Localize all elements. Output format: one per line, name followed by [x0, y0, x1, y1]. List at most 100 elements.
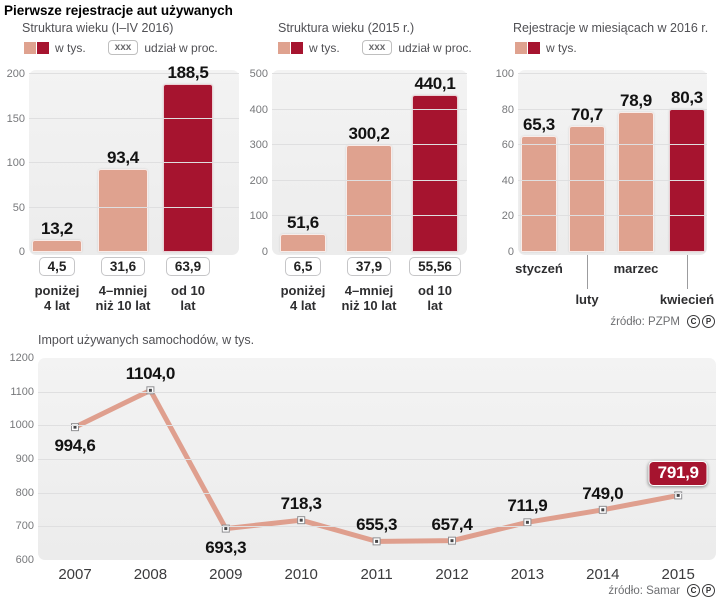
bar-value-label: 13,2	[41, 219, 73, 239]
y-tick-label: 100	[249, 210, 268, 223]
y-tick-label: 50	[12, 201, 25, 214]
bar	[412, 95, 458, 252]
x-tick-label: 2011	[360, 566, 393, 583]
point-label: 711,9	[507, 496, 548, 516]
x-tick-label: 2009	[209, 566, 243, 583]
bar-value-label: 78,9	[620, 90, 652, 110]
category-label: 4–mniej niż 10 lat	[95, 283, 151, 313]
gridline	[272, 108, 467, 110]
bar	[32, 240, 82, 252]
point-marker-dot	[450, 539, 454, 543]
point-label: 749,0	[582, 483, 624, 503]
y-tick-label: 600	[15, 554, 34, 566]
gridline	[518, 144, 707, 146]
x-tick-label: 2013	[510, 566, 545, 583]
gridline	[38, 391, 716, 393]
legend-swatch-red	[37, 41, 49, 54]
category-label: od 10 lat	[171, 283, 205, 313]
gridline	[518, 179, 707, 181]
bar-value-label: 93,4	[107, 147, 139, 167]
gridline	[272, 179, 467, 181]
bar	[569, 126, 605, 252]
point-marker-dot	[676, 493, 680, 497]
share-box: 63,9	[143, 257, 233, 276]
point-marker-dot	[224, 527, 228, 531]
legend-unit-label: w tys.	[55, 40, 86, 55]
chart1-title: Struktura wieku (I–IV 2016)	[22, 21, 174, 35]
point-label: 657,4	[431, 514, 473, 534]
page-title: Pierwsze rejestracje aut używanych	[4, 3, 233, 18]
point-marker-dot	[73, 425, 77, 429]
legend-xxx-box: xxx	[361, 40, 393, 55]
chart2-title: Struktura wieku (2015 r.)	[278, 21, 415, 35]
y-tick-label: 0	[261, 246, 268, 258]
chart1-legend: w tys. xxx udział w proc.	[24, 40, 218, 55]
x-tick-label: 2007	[58, 566, 92, 583]
share-box: 37,9	[324, 257, 414, 276]
legend-swatch-pink	[278, 41, 290, 54]
gridline	[29, 162, 239, 163]
category-label: poniżej 4 lat	[280, 283, 326, 313]
y-tick-label: 20	[501, 210, 514, 223]
y-tick-label: 100	[6, 157, 25, 169]
chart2-legend: w tys. xxx udział w proc.	[278, 40, 472, 55]
month-label: styczeń	[515, 261, 563, 276]
y-tick-label: 100	[495, 68, 514, 80]
bar-value-label: 51,6	[287, 212, 319, 232]
label-connector	[687, 255, 688, 289]
point-marker-dot	[601, 508, 605, 512]
category-label: poniżej 4 lat	[34, 283, 80, 313]
bar	[163, 84, 213, 252]
gridline	[29, 73, 239, 74]
y-tick-label: 500	[249, 68, 268, 80]
y-tick-label: 300	[249, 139, 268, 152]
gridline	[518, 73, 707, 74]
point-label: 1104,0	[125, 364, 176, 384]
gridline	[272, 144, 467, 146]
bar-value-label: 80,3	[671, 88, 703, 108]
y-tick-label: 80	[501, 103, 514, 116]
legend-swatch-red	[291, 41, 303, 54]
y-tick-label: 150	[6, 112, 25, 125]
legend-swatch-pink	[515, 41, 527, 54]
label-connector	[587, 255, 588, 289]
gridline	[38, 526, 716, 528]
month-label: marzec	[613, 261, 659, 276]
chart2-plot-area	[272, 70, 467, 255]
month-label: kwiecień	[659, 292, 715, 307]
bar-value-label: 440,1	[414, 74, 456, 94]
gridline	[29, 117, 239, 119]
y-tick-label: 200	[249, 174, 268, 187]
bar	[346, 145, 392, 252]
bar-value-label: 70,7	[571, 105, 603, 125]
y-tick-label: 200	[6, 68, 25, 80]
gridline	[272, 73, 467, 74]
y-tick-label: 40	[501, 174, 514, 187]
legend-unit-label: w tys.	[546, 40, 577, 55]
gridline	[38, 492, 716, 494]
point-label: 718,3	[280, 494, 322, 514]
point-label: 994,6	[54, 436, 96, 456]
line-chart-title: Import używanych samochodów, w tys.	[38, 333, 255, 347]
category-label: od 10 lat	[418, 283, 452, 313]
gridline	[518, 215, 707, 217]
y-tick-label: 1200	[9, 352, 34, 364]
share-box: 4,5	[12, 257, 102, 276]
legend-unit-label: w tys.	[309, 40, 340, 55]
bar	[618, 111, 654, 252]
y-tick-label: 800	[15, 486, 34, 499]
chart3-title: Rejestracje w miesiącach w 2016 r.	[513, 21, 709, 35]
bar	[521, 135, 557, 252]
x-tick-label: 2014	[586, 566, 620, 583]
gridline	[272, 215, 467, 217]
y-tick-label: 0	[18, 246, 25, 258]
line-chart-plot-area	[38, 358, 716, 560]
legend-share-label: udział w proc.	[144, 40, 218, 55]
x-tick-label: 2008	[133, 566, 168, 583]
line-chart-svg	[71, 386, 683, 546]
y-tick-label: 400	[249, 103, 268, 116]
gridline	[518, 108, 707, 110]
point-label: 655,3	[356, 515, 398, 535]
